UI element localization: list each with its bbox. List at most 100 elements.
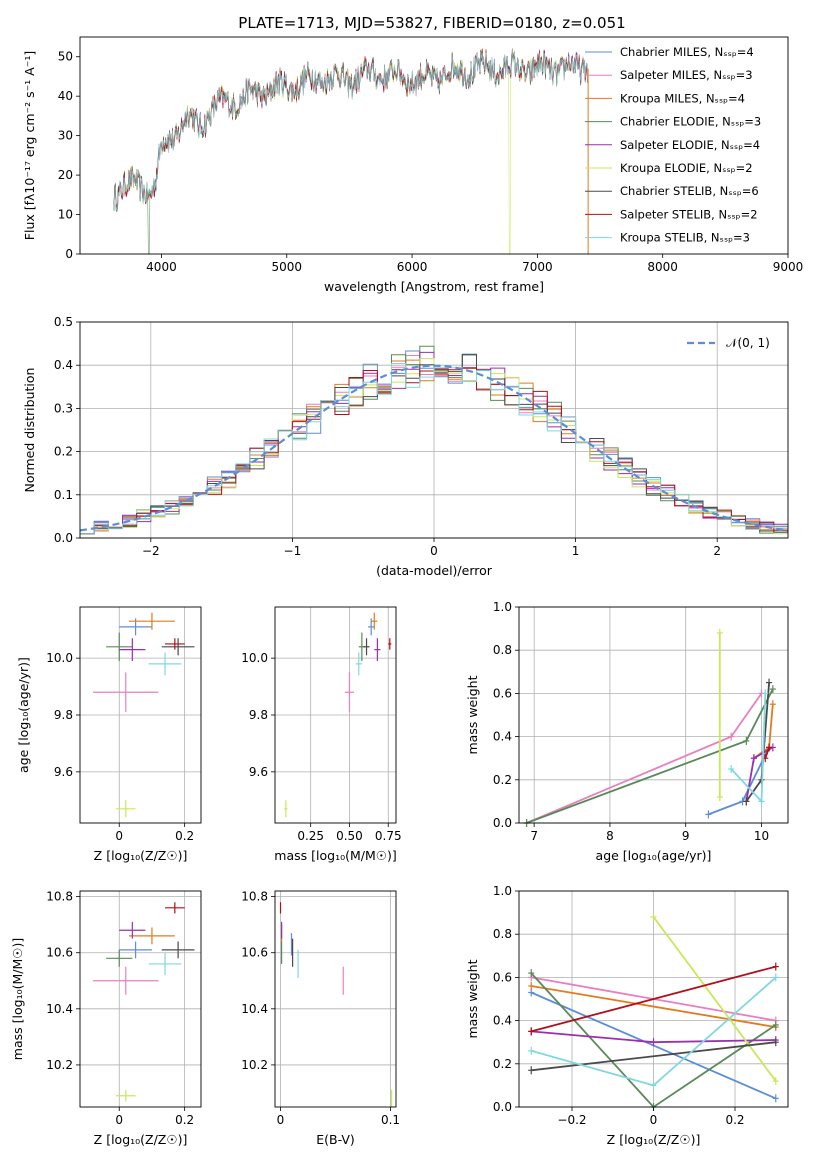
y-tick-label: 20 [58,168,73,182]
x-tick-label: 0 [430,544,438,558]
y-tick-label: 9.6 [54,765,73,779]
axes-z_age: 0 0.2 9.6 9.8 10.0 Z [log₁₀(Z/Z☉)] age [log₁₀(… [16,606,202,863]
y-tick-label: 0.6 [493,970,512,984]
spectrum-series-line [113,49,588,211]
x-axis-label: (data-model)/error [376,563,493,578]
legend-entry: Chabrier ELODIE, Nₛₛₚ=3 [620,115,761,129]
y-axis-label: Flux [fλ10⁻¹⁷ erg cm⁻² s⁻¹ A⁻¹] [22,51,37,240]
x-tick-label: 7000 [522,260,553,274]
axes-frame [518,606,789,824]
axes-frame [79,606,202,824]
x-tick-label: −2 [142,544,160,558]
x-tick-label: 1 [572,544,580,558]
y-tick-label: 10 [58,208,73,222]
axes-frame [518,890,789,1108]
legend-entry: Kroupa ELODIE, Nₛₛₚ=2 [620,161,753,175]
x-tick-label: 8000 [647,260,678,274]
y-tick-label: 10.8 [241,890,268,904]
y-tick-label: 9.8 [249,708,268,722]
figure-title: PLATE=1713, MJD=53827, FIBERID=0180, z=0… [238,14,625,32]
x-tick-label: 0.50 [336,829,363,843]
y-tick-label: 0.2 [493,773,512,787]
x-tick-label: 9000 [773,260,804,274]
axes-ebv_mass: 0 0.1 10.2 10.4 10.6 10.8 E(B-V) [241,890,400,1147]
x-tick-label: 0.2 [175,829,194,843]
y-tick-label: 0.5 [54,315,73,329]
x-tick-label: 10 [754,829,769,843]
y-tick-label: 0.0 [54,531,73,545]
y-tick-label: 0.2 [493,1057,512,1071]
x-tick-label: 0 [277,1113,285,1127]
x-tick-label: −1 [284,544,302,558]
x-tick-label: 0 [650,1113,658,1127]
plot-area-spectrum [113,48,589,255]
plot-area-mass_age [284,612,392,818]
x-tick-label: 4000 [146,260,177,274]
x-axis-label: age [log₁₀(age/yr)] [596,848,712,863]
legend-entry: 𝒩(0, 1) [726,336,770,350]
weight-line-salpeter_elodie [745,746,774,802]
y-tick-label: 0.2 [54,445,73,459]
plot-area-residuals [79,345,789,535]
y-tick-label: 9.6 [249,765,268,779]
legend-entry: Salpeter MILES, Nₛₛₚ=3 [620,68,753,82]
spectrum-series-line [113,51,588,211]
axes-residuals: −2 −1 0 1 2 0.0 0.1 0.2 0.3 0.4 0.5 (data-model)/er… [22,315,789,578]
x-tick-label: 0.2 [725,1113,744,1127]
x-tick-label: 0.1 [381,1113,400,1127]
y-tick-label: 9.8 [54,708,73,722]
plot-area-z_mass [93,902,195,1102]
x-tick-label: 8 [606,829,614,843]
y-tick-label: 0.0 [493,816,512,830]
x-tick-label: 0.75 [375,829,402,843]
plots: 4000 5000 6000 7000 8000 900001020304050wavel… [10,36,804,1147]
x-tick-label: 0 [115,1113,123,1127]
spectrum-series-line [113,48,588,255]
y-tick-label: 40 [58,89,73,103]
weight-line-kroupa_elodie [652,916,777,1082]
x-axis-label: mass [log₁₀(M/M☉)] [274,848,396,863]
y-tick-label: 0 [65,247,73,261]
weight-line-salpeter_stelib [530,965,777,1033]
x-tick-label: −0.2 [557,1113,586,1127]
y-tick-label: 0.0 [493,1100,512,1114]
y-axis-label: age [log₁₀(age/yr)] [16,657,31,773]
legend-entry: Chabrier MILES, Nₛₛₚ=4 [620,45,754,59]
y-tick-label: 1.0 [493,884,512,898]
x-axis-label: E(B-V) [316,1132,355,1147]
y-tick-label: 10.6 [241,946,268,960]
y-tick-label: 10.0 [241,651,268,665]
axes-age_weight: 7 8 9 10 0.0 0.2 0.4 0.6 0.8 1.0 age [log₁₀(age/yr… [465,600,789,863]
plot-area-z_age [93,612,195,818]
axes-frame [79,890,202,1108]
y-tick-label: 0.4 [493,730,512,744]
y-axis-label: mass weight [465,675,480,754]
y-tick-label: 50 [58,50,73,64]
x-tick-label: 5000 [271,260,302,274]
y-tick-label: 10.2 [46,1058,73,1072]
x-tick-label: 7 [530,829,538,843]
x-axis-label: Z [log₁₀(Z/Z☉)] [94,848,188,863]
x-tick-label: 0.2 [175,1113,194,1127]
y-tick-label: 0.6 [493,686,512,700]
spectrum-series-line [113,50,588,211]
axes-spectrum: 4000 5000 6000 7000 8000 9000 0 10 20 30 40 50 wavel… [22,36,804,294]
y-tick-label: 0.4 [493,1014,512,1028]
axes-frame [79,321,789,539]
plot-area-ebv_mass [279,902,393,1107]
weight-line-chabrier_stelib [531,1041,776,1072]
y-tick-label: 0.8 [493,643,512,657]
weight-line-kroupa_miles [531,985,776,1028]
y-tick-label: 0.3 [54,401,73,415]
weight-line-salpeter_miles [526,692,763,824]
x-tick-label: 9 [682,829,690,843]
spectrum-series-line [113,48,588,211]
y-tick-label: 10.2 [241,1058,268,1072]
axes-z_weight: −0.2 0 0.2 0.0 0.2 0.4 0.6 0.8 1.0 Z [log₁₀(Z/Z☉)… [465,884,789,1147]
x-tick-label: 0 [115,829,123,843]
y-tick-label: 0.1 [54,488,73,502]
legend-entry: Salpeter STELIB, Nₛₛₚ=2 [620,207,758,221]
axes-frame [274,606,397,824]
axes-mass_age: 0.25 0.50 0.75 9.6 9.8 10.0 mass [log₁₀(M/M☉)] [241,606,402,863]
x-tick-label: 6000 [397,260,428,274]
